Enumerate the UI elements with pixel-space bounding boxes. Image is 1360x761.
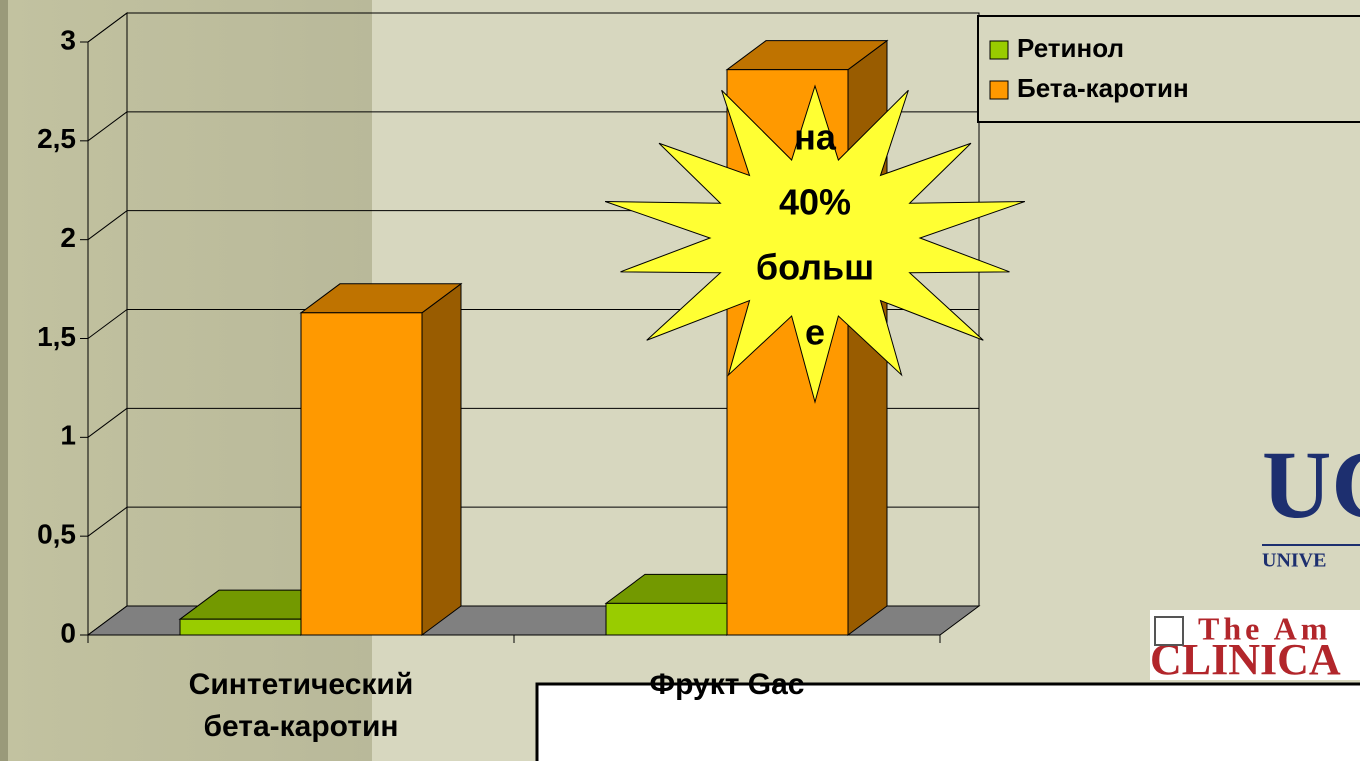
bar (300, 312, 423, 636)
logo-journal: CLINICA (1150, 635, 1341, 684)
annotation: е (805, 312, 825, 353)
grid-line-side (87, 111, 128, 142)
y-tick-label: 3 (60, 24, 76, 55)
legend-box (977, 15, 1360, 123)
grid-line-side (87, 407, 128, 438)
annotation: больш (756, 247, 874, 288)
y-tick-label: 2,5 (37, 123, 76, 154)
y-tick-label: 0 (60, 617, 76, 648)
journal-logo-bg (1150, 610, 1360, 680)
edge (0, 0, 8, 761)
bar (605, 602, 728, 636)
legend-label: Ретинол (1017, 33, 1124, 63)
logo-uc-sub: UNIVE (1262, 550, 1326, 572)
logo-journal-top: The Am (1198, 610, 1331, 646)
legend-label: Бета-каротин (1017, 73, 1189, 103)
y-tick-label: 1,5 (37, 321, 76, 352)
y-tick-label: 1 (60, 420, 76, 451)
y-tick-label: 2 (60, 222, 76, 253)
grid-line-side (87, 309, 128, 339)
legend-swatch (989, 40, 1009, 60)
legend-swatch (989, 80, 1009, 100)
x-tick-label: Фрукт Gac (649, 668, 805, 701)
x-tick-label: Синтетический бета-каротин (188, 668, 414, 743)
grid-line-side (87, 12, 128, 43)
bar-side (421, 282, 462, 636)
annotation: на (794, 117, 837, 158)
text-box (535, 682, 1360, 761)
logo-uc: UC (1262, 431, 1360, 538)
grid-line-side (87, 210, 128, 241)
bar (179, 618, 302, 636)
grid-line-side (87, 506, 128, 537)
annotation: 40% (779, 182, 851, 223)
y-tick-label: 0,5 (37, 519, 76, 550)
logo-icon (1154, 616, 1184, 646)
starburst (604, 84, 1026, 404)
